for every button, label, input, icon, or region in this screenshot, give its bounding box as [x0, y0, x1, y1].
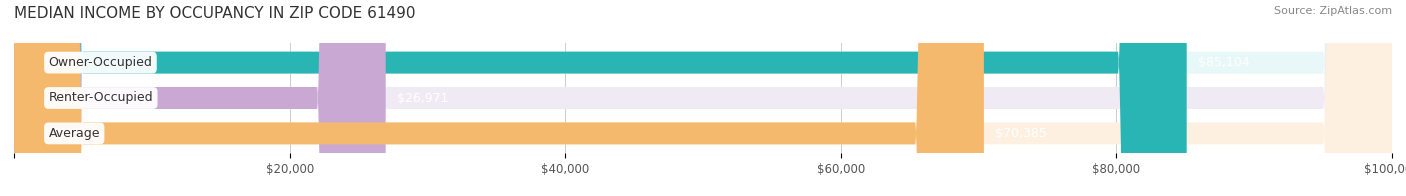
Text: Source: ZipAtlas.com: Source: ZipAtlas.com — [1274, 6, 1392, 16]
FancyBboxPatch shape — [14, 0, 1187, 196]
Text: $26,971: $26,971 — [396, 92, 449, 104]
FancyBboxPatch shape — [14, 0, 1392, 196]
Text: $70,385: $70,385 — [995, 127, 1047, 140]
Text: Owner-Occupied: Owner-Occupied — [48, 56, 152, 69]
Text: Renter-Occupied: Renter-Occupied — [48, 92, 153, 104]
Text: $85,104: $85,104 — [1198, 56, 1250, 69]
Text: MEDIAN INCOME BY OCCUPANCY IN ZIP CODE 61490: MEDIAN INCOME BY OCCUPANCY IN ZIP CODE 6… — [14, 6, 416, 21]
FancyBboxPatch shape — [14, 0, 1392, 196]
FancyBboxPatch shape — [14, 0, 1392, 196]
FancyBboxPatch shape — [14, 0, 984, 196]
Text: Average: Average — [48, 127, 100, 140]
FancyBboxPatch shape — [14, 0, 385, 196]
